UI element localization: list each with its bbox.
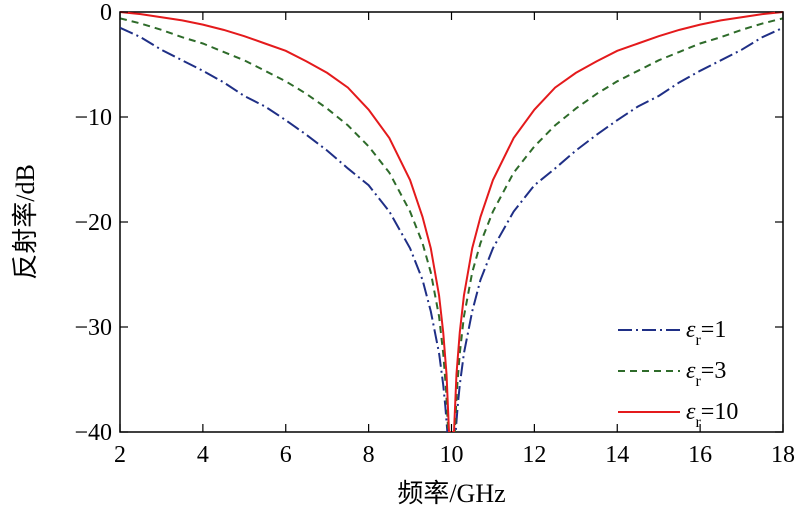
series-line-2 [120, 17, 783, 432]
axes-layer: 2 4 6 8 10 12 14 16 18 0 −10 −20 −30 −40 频率/GHz 反射率/dB [11, 0, 795, 508]
x-tick-label: 2 [114, 442, 126, 468]
x-tick-label: 18 [771, 442, 795, 468]
x-tick-label: 6 [280, 442, 292, 468]
x-axis-label: 频率/GHz [397, 479, 505, 508]
x-tick-label: 4 [197, 442, 209, 468]
plot-frame [119, 11, 784, 433]
y-axis-label: 反射率/dB [11, 164, 40, 280]
legend-entry-2: εr=3 [686, 358, 726, 390]
x-tick-label: 12 [522, 442, 546, 468]
x-tick-label: 14 [605, 442, 629, 468]
y-tick-label: −20 [74, 210, 112, 236]
series-line-1 [120, 26, 783, 432]
series-layer [120, 11, 783, 432]
x-tick-label: 10 [440, 442, 464, 468]
y-tick-label: 0 [100, 0, 112, 26]
x-tick-label: 16 [688, 442, 712, 468]
y-tick-label: −40 [74, 420, 112, 446]
legend-entry-1: εr=1 [686, 317, 726, 349]
y-tick-label: −10 [74, 105, 112, 131]
plot-layer [119, 11, 784, 433]
x-tick-label: 8 [363, 442, 375, 468]
legend: εr=1 εr=3 εr=10 [618, 317, 738, 431]
y-tick-label: −30 [74, 315, 112, 341]
legend-entry-3: εr=10 [686, 399, 738, 431]
series-line-3 [120, 11, 783, 432]
